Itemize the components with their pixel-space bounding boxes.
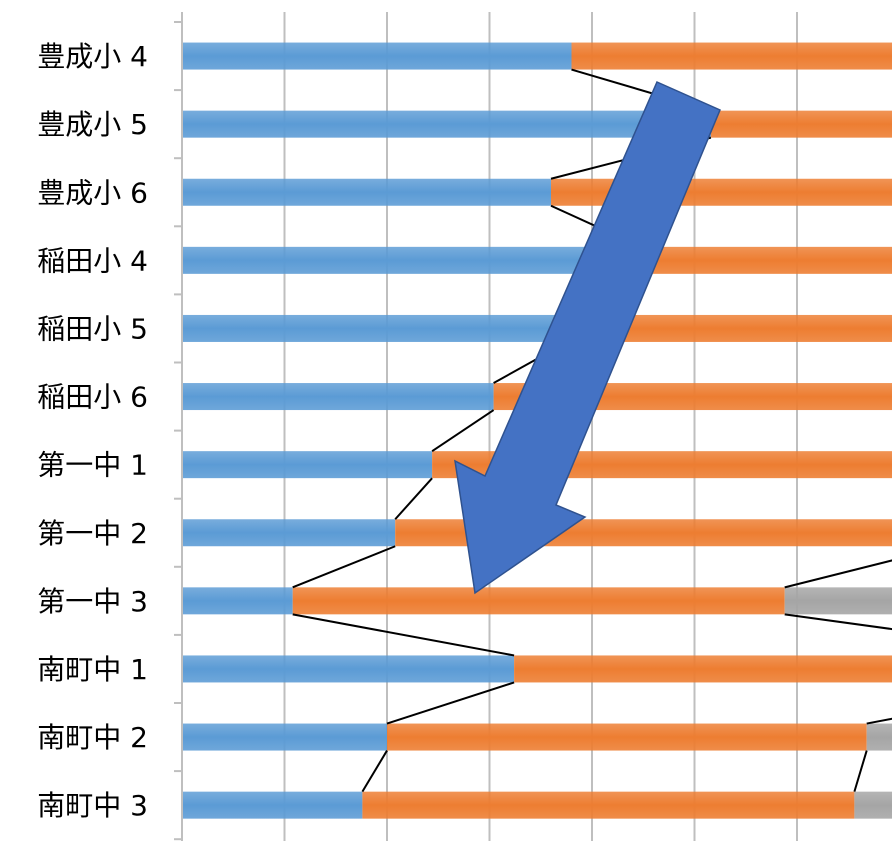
category-label: 稲田小 4 (37, 244, 148, 277)
bar-segment (514, 655, 892, 683)
category-label: 南町中 1 (37, 653, 148, 686)
category-label: 稲田小 6 (37, 381, 148, 414)
category-axis (174, 12, 183, 841)
category-label: 第一中 1 (37, 449, 148, 482)
bar-segment (854, 791, 892, 819)
bar-segment (182, 314, 568, 342)
annotation-arrow-group (454, 81, 721, 595)
category-label: 豊成小 5 (37, 108, 148, 141)
bar-segment (182, 723, 387, 751)
bar-segment (710, 110, 892, 138)
series-line (386, 681, 515, 725)
series-line (784, 559, 892, 589)
bar-segment (182, 519, 396, 547)
bar-segment (784, 587, 892, 615)
bar-segment (866, 723, 892, 751)
series-line (853, 750, 868, 792)
category-label: 第一中 2 (37, 517, 148, 550)
bar-segment (571, 42, 892, 70)
series-line (784, 613, 892, 631)
bar-segment (182, 587, 293, 615)
bar-segment (182, 451, 433, 479)
bar-segment (641, 246, 892, 274)
bar-segment (182, 42, 572, 70)
bar-segment (362, 791, 855, 819)
series-line (394, 477, 433, 520)
bar-segment (182, 655, 515, 683)
series-line (361, 750, 388, 793)
bar-segment (292, 587, 785, 615)
category-label: 豊成小 6 (37, 176, 148, 209)
bar-segment (182, 246, 642, 274)
category-label: 第一中 3 (37, 585, 148, 618)
series-line (431, 409, 495, 452)
bar-segment (182, 110, 711, 138)
bar-segment (182, 791, 363, 819)
bar-segment (182, 178, 551, 206)
bar-segment (551, 178, 892, 206)
bar-segment (182, 383, 494, 411)
category-labels: 豊成小 4 豊成小 5 豊成小 6 稲田小 4 稲田小 5 稲田小 6 第一中 1 第一中 2… (37, 40, 148, 822)
category-label: 豊成小 4 (37, 40, 148, 73)
annotation-arrow (454, 81, 721, 595)
series-line (292, 545, 396, 589)
bar-segment (387, 723, 867, 751)
series-line (866, 717, 892, 725)
series-line (292, 613, 515, 657)
category-label: 稲田小 5 (37, 312, 148, 345)
category-label: 南町中 2 (37, 721, 148, 754)
category-label: 南町中 3 (37, 789, 148, 822)
